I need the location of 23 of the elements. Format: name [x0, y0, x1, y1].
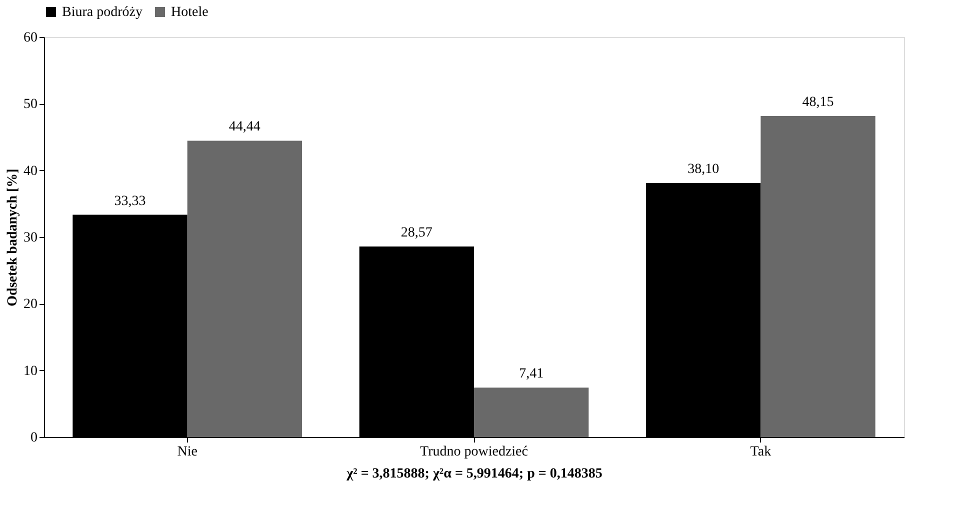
bar — [760, 116, 876, 437]
data-label: 48,15 — [802, 95, 834, 110]
data-label: 28,57 — [400, 226, 432, 241]
bar — [187, 140, 302, 437]
y-tick-label: 50 — [24, 97, 38, 112]
legend-label: Biura podróży — [62, 5, 142, 20]
data-label: 33,33 — [114, 194, 146, 209]
x-tick-label: Nie — [177, 444, 198, 460]
y-axis-title: Odsetek badanych [%] — [6, 168, 20, 306]
x-tick-label: Trudno powiedzieć — [420, 444, 528, 460]
bar — [474, 388, 589, 437]
data-label: 44,44 — [228, 120, 260, 135]
y-tick-label: 20 — [24, 297, 38, 312]
data-label: 38,10 — [688, 162, 720, 177]
y-tick-label: 0 — [30, 430, 38, 446]
y-tick-label: 60 — [24, 30, 38, 46]
y-tick-label: 40 — [24, 164, 38, 179]
y-tick-label: 10 — [24, 364, 38, 379]
x-tick-label: Tak — [750, 444, 772, 460]
y-tick-label: 30 — [24, 230, 38, 246]
x-axis-title: χ² = 3,815888; χ²α = 5,991464; p = 0,148385 — [346, 466, 602, 482]
data-label: 7,41 — [519, 366, 544, 382]
legend-label: Hotele — [171, 5, 208, 20]
